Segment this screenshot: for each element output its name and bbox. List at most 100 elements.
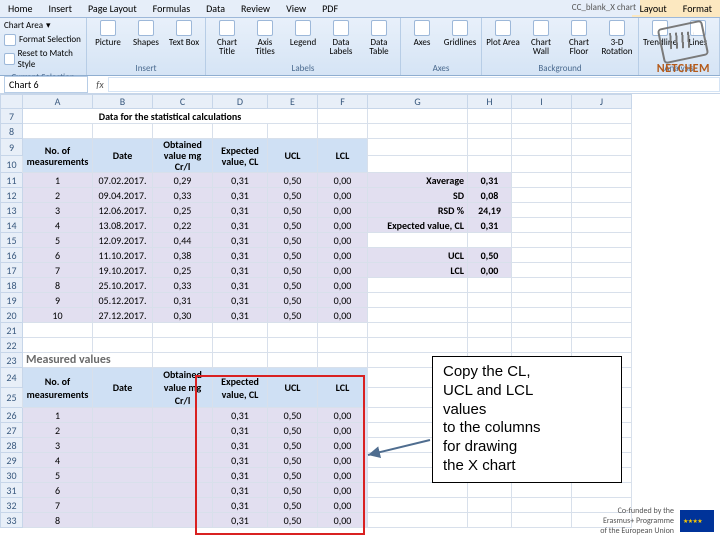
cell[interactable]	[572, 263, 632, 278]
picture-button[interactable]: Picture	[91, 20, 125, 47]
cell[interactable]: 0,31	[213, 263, 268, 278]
cell[interactable]	[368, 156, 468, 173]
cell[interactable]	[368, 278, 468, 293]
cell[interactable]: LCL	[318, 139, 368, 173]
row-header[interactable]: 19	[1, 293, 23, 308]
cell[interactable]: Data for the statistical calculations	[23, 109, 318, 124]
cell[interactable]	[468, 498, 512, 513]
cell[interactable]: LCL	[368, 263, 468, 278]
cell[interactable]	[153, 438, 213, 453]
cell[interactable]: 2	[23, 188, 93, 203]
cell[interactable]: 0,50	[268, 173, 318, 188]
cell[interactable]: 6	[23, 248, 93, 263]
cell[interactable]	[213, 323, 268, 338]
cell[interactable]: UCL	[268, 368, 318, 408]
cell[interactable]: 0,00	[318, 278, 368, 293]
cell[interactable]: 0,25	[153, 203, 213, 218]
cell[interactable]: 10	[23, 308, 93, 323]
cell[interactable]: 0,50	[268, 438, 318, 453]
chart-title-button[interactable]: Chart Title	[210, 20, 244, 57]
cell[interactable]	[93, 513, 153, 528]
cell[interactable]	[153, 453, 213, 468]
cell[interactable]	[268, 323, 318, 338]
cell[interactable]	[572, 139, 632, 156]
cell[interactable]	[512, 248, 572, 263]
cell[interactable]: LCL	[318, 368, 368, 408]
cell[interactable]: 0,22	[153, 218, 213, 233]
row-header[interactable]: 13	[1, 203, 23, 218]
cell[interactable]: 5	[23, 468, 93, 483]
cell[interactable]: 0,38	[153, 248, 213, 263]
cell[interactable]: 0,30	[153, 308, 213, 323]
formula-input[interactable]	[108, 77, 720, 92]
cell[interactable]	[93, 423, 153, 438]
tab-view[interactable]: View	[278, 0, 314, 17]
cell[interactable]	[512, 498, 572, 513]
row-header[interactable]: 9	[1, 139, 23, 156]
cell[interactable]: 0,31	[213, 408, 268, 423]
data-labels-button[interactable]: Data Labels	[324, 20, 358, 57]
cell[interactable]	[153, 124, 213, 139]
fx-button[interactable]: fx	[92, 78, 108, 91]
cell[interactable]: 0,50	[268, 498, 318, 513]
cell[interactable]	[93, 124, 153, 139]
cell[interactable]: 0,31	[213, 233, 268, 248]
tab-data[interactable]: Data	[198, 0, 233, 17]
cell[interactable]: 0,50	[268, 468, 318, 483]
cell[interactable]	[93, 468, 153, 483]
cell[interactable]: RSD %	[368, 203, 468, 218]
cell[interactable]	[468, 323, 512, 338]
cell[interactable]	[512, 156, 572, 173]
cell[interactable]: No. of measurements	[23, 139, 93, 173]
cell[interactable]	[268, 124, 318, 139]
cell[interactable]: 0,50	[268, 453, 318, 468]
row-header[interactable]: 28	[1, 438, 23, 453]
cell[interactable]	[572, 338, 632, 353]
cell[interactable]: 0,31	[213, 218, 268, 233]
cell[interactable]: 0,29	[153, 173, 213, 188]
cell[interactable]: 0,31	[468, 173, 512, 188]
cell[interactable]: 8	[23, 513, 93, 528]
tab-page-layout[interactable]: Page Layout	[80, 0, 145, 17]
cell[interactable]	[572, 156, 632, 173]
cell[interactable]: 0,00	[318, 308, 368, 323]
cell[interactable]: 3	[23, 203, 93, 218]
cell[interactable]: 0,44	[153, 233, 213, 248]
cell[interactable]	[93, 338, 153, 353]
row-header[interactable]: 21	[1, 323, 23, 338]
cell[interactable]: 7	[23, 263, 93, 278]
data-table-button[interactable]: Data Table	[362, 20, 396, 57]
cell[interactable]: 0,33	[153, 278, 213, 293]
cell[interactable]	[23, 338, 93, 353]
cell[interactable]: 0,50	[268, 408, 318, 423]
cell[interactable]	[572, 124, 632, 139]
cell[interactable]: 0,25	[153, 263, 213, 278]
cell[interactable]	[153, 353, 213, 368]
row-header[interactable]: 16	[1, 248, 23, 263]
cell[interactable]: 0,00	[318, 218, 368, 233]
cell[interactable]	[572, 308, 632, 323]
chart-wall-button[interactable]: Chart Wall	[524, 20, 558, 57]
tab-pdf[interactable]: PDF	[314, 0, 346, 17]
cell[interactable]: 0,00	[318, 293, 368, 308]
cell[interactable]	[153, 483, 213, 498]
cell[interactable]: 05.12.2017.	[93, 293, 153, 308]
chart-floor-button[interactable]: Chart Floor	[562, 20, 596, 57]
cell[interactable]: 0,31	[213, 468, 268, 483]
row-header[interactable]: 30	[1, 468, 23, 483]
cell[interactable]: 0,00	[318, 513, 368, 528]
cell[interactable]: 0,00	[318, 233, 368, 248]
cell[interactable]: 12.06.2017.	[93, 203, 153, 218]
cell[interactable]	[368, 109, 468, 124]
cell[interactable]	[368, 498, 468, 513]
cell[interactable]: 0,50	[268, 248, 318, 263]
cell[interactable]: 0,50	[268, 423, 318, 438]
row-header[interactable]: 17	[1, 263, 23, 278]
cell[interactable]: 0,31	[468, 218, 512, 233]
cell[interactable]	[572, 323, 632, 338]
cell[interactable]	[318, 323, 368, 338]
cell[interactable]	[93, 498, 153, 513]
cell[interactable]	[93, 408, 153, 423]
shapes-button[interactable]: Shapes	[129, 20, 163, 47]
cell[interactable]	[468, 156, 512, 173]
